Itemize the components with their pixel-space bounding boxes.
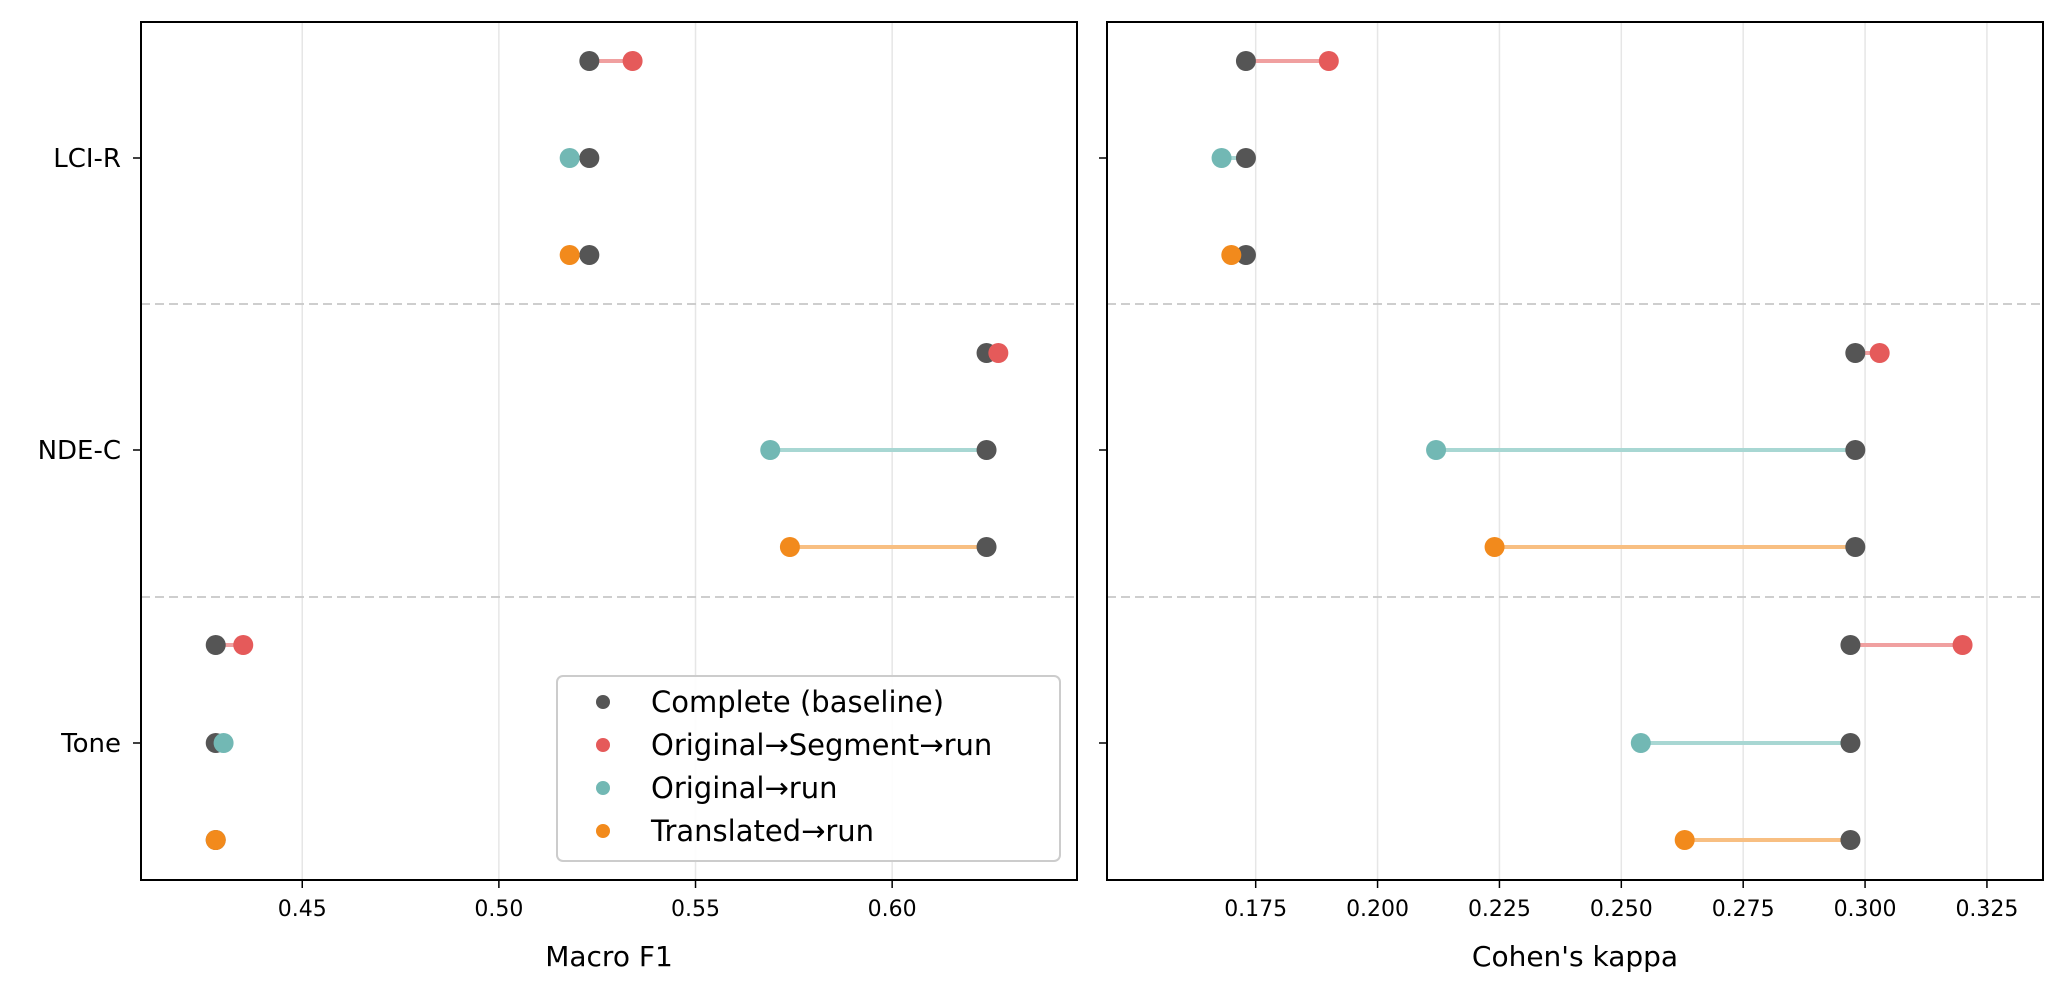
legend-item: Translated→run [596,814,874,848]
series-point [622,51,643,71]
legend-label: Translated→run [650,814,874,848]
baseline-point [1845,343,1866,363]
legend-marker [596,781,610,795]
x-tick-label: 0.175 [1224,897,1287,922]
axes-frame [1106,21,2044,881]
x-tick-label: 0.325 [1955,897,2018,922]
legend-frame [556,675,1061,862]
series-point [559,245,580,265]
x-tick-label: 0.200 [1346,897,1409,922]
y-tick-label: NDE-C [38,436,121,466]
series-point [1221,245,1242,265]
legend-label: Complete (baseline) [651,685,944,719]
baseline-point [1235,51,1256,71]
series-point [1426,440,1447,460]
baseline-point [1840,733,1861,753]
series-point [1630,733,1651,753]
legend: Complete (baseline) Original→Segment→run O… [556,675,1061,862]
y-tick-label: Tone [60,729,121,759]
series-point [760,440,781,460]
baseline-point [1845,440,1866,460]
legend-label: Original→run [651,771,837,805]
series-point [1869,343,1890,363]
baseline-point [1235,148,1256,168]
series-point [1211,148,1232,168]
legend-item: Original→Segment→run [596,728,992,762]
baseline-point [1845,537,1866,557]
series-point [988,343,1009,363]
x-axis-label: Cohen's kappa [1472,940,1678,973]
y-tick-label: LCI-R [53,144,121,174]
x-tick-label: 0.300 [1834,897,1897,922]
x-tick-label: 0.225 [1468,897,1531,922]
baseline-point [1840,830,1861,850]
series-point [1484,537,1505,557]
baseline-point [579,51,600,71]
series-point [559,148,580,168]
baseline-point [205,635,226,655]
x-axis-label: Macro F1 [545,940,673,973]
legend-marker [596,824,610,838]
x-tick-label: 0.50 [474,897,523,922]
baseline-point [1235,245,1256,265]
baseline-point [976,440,997,460]
series-point [233,635,254,655]
x-tick-label: 0.45 [278,897,327,922]
chart-panel-2: 0.175 0.200 0.225 0.250 0.275 0.300 0.325 Cohen… [1099,21,2044,973]
series-point [1318,51,1339,71]
baseline-point [976,537,997,557]
legend-label: Original→Segment→run [651,728,992,762]
x-tick-label: 0.60 [868,897,917,922]
x-tick-label: 0.275 [1712,897,1775,922]
series-point [1952,635,1973,655]
series-point [213,733,234,753]
series-point [779,537,800,557]
chart-panel-1: 0.45 0.50 0.55 0.60 LCI-R NDE-C Tone Macro F1 [38,21,1078,973]
legend-marker [596,738,610,752]
axes-frame [140,21,1078,881]
legend-item: Complete (baseline) [596,685,944,719]
series-point [205,830,226,850]
series-point [1674,830,1695,850]
legend-item: Original→run [596,771,837,805]
baseline-point [579,245,600,265]
baseline-point [579,148,600,168]
x-tick-label: 0.250 [1590,897,1653,922]
baseline-point [1840,635,1861,655]
x-tick-label: 0.55 [671,897,720,922]
legend-marker [596,695,610,709]
